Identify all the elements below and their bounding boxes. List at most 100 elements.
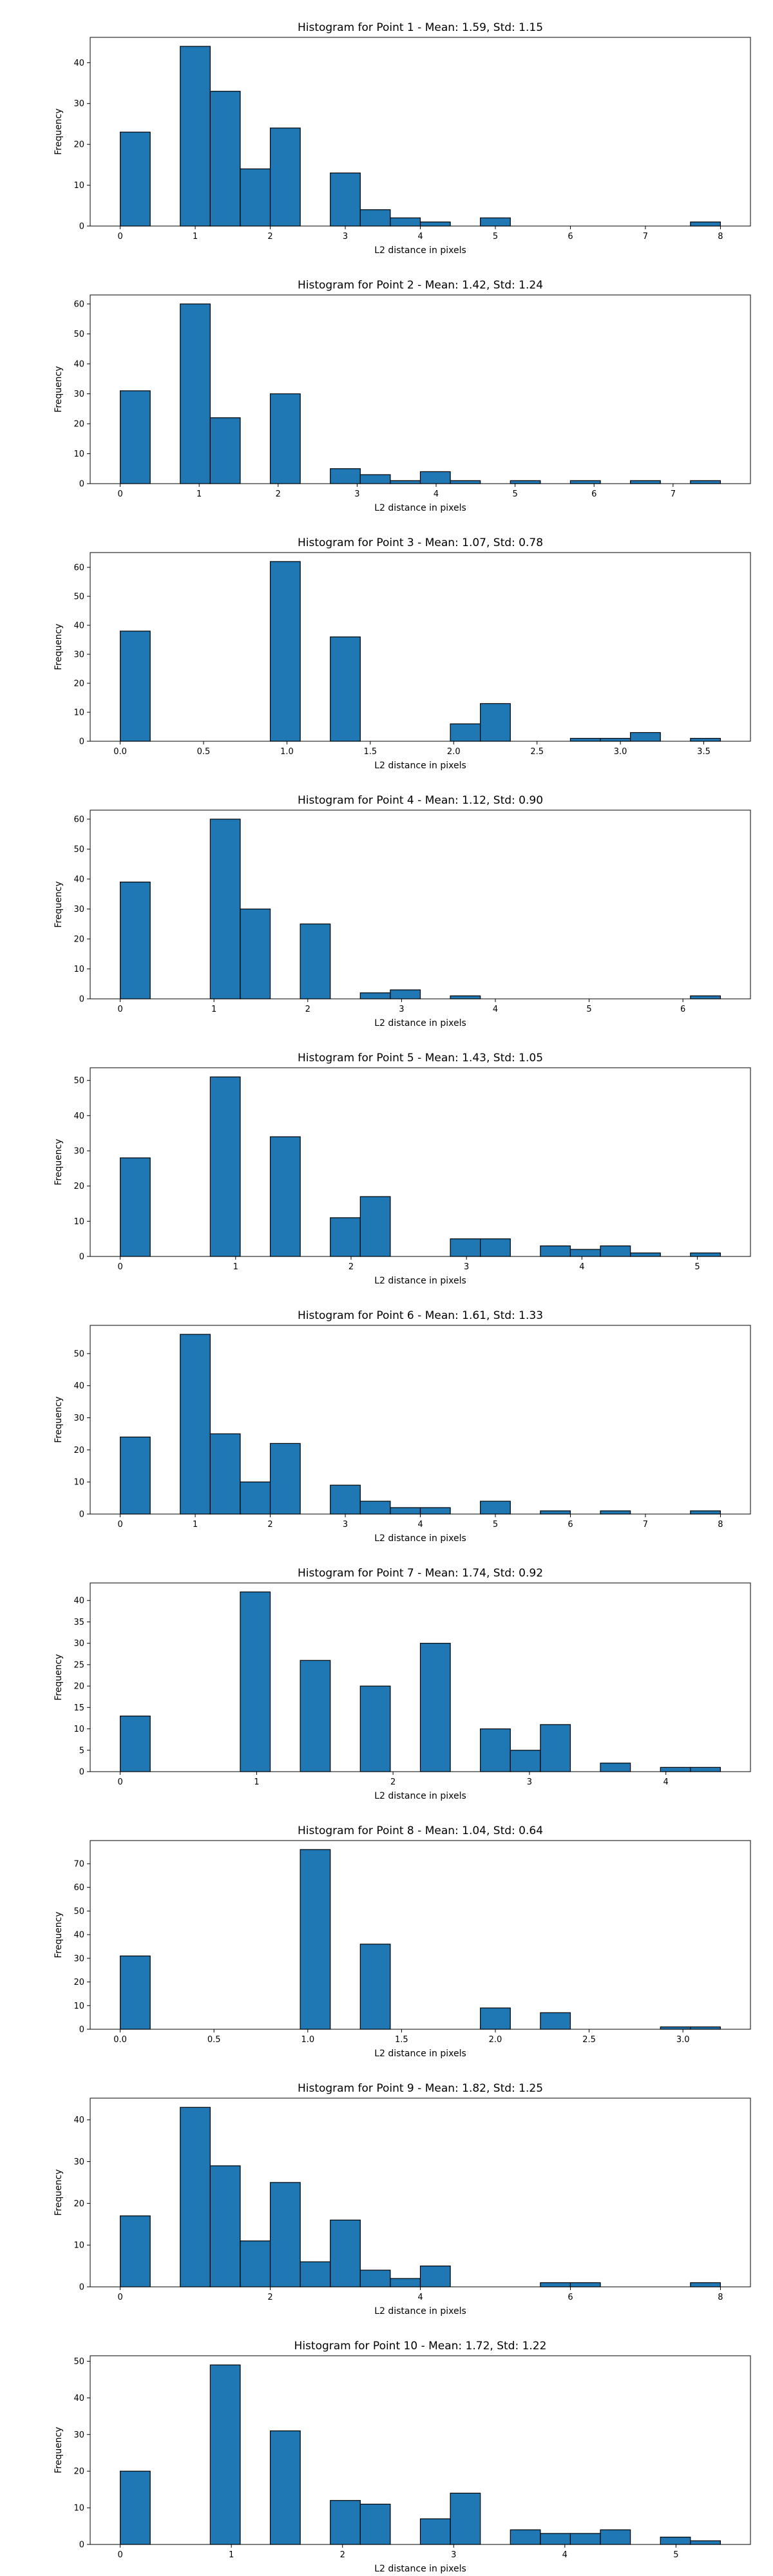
histogram-bar	[209, 417, 241, 484]
y-tick-label: 30	[73, 2157, 84, 2167]
y-tick-label: 0	[79, 222, 84, 232]
x-tick-label: 2	[340, 2550, 345, 2560]
histogram-bar	[119, 390, 151, 484]
histogram-bar	[450, 2492, 481, 2545]
histogram-bar	[419, 222, 451, 227]
y-tick-label: 20	[73, 1446, 84, 1455]
x-tick-label: 5	[493, 232, 498, 242]
histogram-bar	[119, 131, 151, 227]
plot-frame	[90, 294, 751, 484]
y-tick-label: 0	[79, 737, 84, 747]
histogram-bar	[300, 1849, 331, 2030]
histogram-bar	[540, 2012, 571, 2030]
y-tick-label: 40	[73, 1931, 84, 1940]
y-tick-label: 40	[73, 1112, 84, 1121]
y-tick-label: 5	[79, 1746, 84, 1756]
y-tick-label: 10	[73, 2241, 84, 2251]
y-tick-label: 20	[73, 1978, 84, 1987]
x-tick-label: 3.0	[676, 2035, 690, 2045]
y-tick-label: 40	[73, 2116, 84, 2125]
x-tick-label: 3.5	[697, 747, 711, 757]
histogram-bar	[330, 1484, 361, 1515]
x-tick-label: 4	[663, 1777, 669, 1787]
x-tick-label: 2	[267, 2293, 272, 2302]
y-tick-label: 0	[79, 1510, 84, 1520]
y-tick-label: 50	[73, 592, 84, 601]
y-tick-label: 20	[73, 1682, 84, 1692]
plot-frame	[90, 2355, 751, 2545]
y-tick-label: 10	[73, 965, 84, 974]
x-axis-label: L2 distance in pixels	[374, 1276, 466, 1286]
histogram-bar	[600, 1245, 631, 1257]
y-tick-label: 60	[73, 1883, 84, 1893]
histogram-bar	[119, 1955, 151, 2030]
histogram-bar	[119, 630, 151, 742]
chart-title: Histogram for Point 10 - Mean: 1.72, Std…	[294, 2340, 547, 2353]
histogram-bar	[419, 471, 451, 484]
histogram-bar	[359, 1196, 391, 1257]
histogram-bar	[359, 474, 391, 484]
histogram-bar	[540, 2282, 571, 2287]
y-axis-label: Frequency	[53, 1139, 64, 1185]
x-tick-label: 0	[117, 489, 122, 499]
x-tick-label: 3	[527, 1777, 532, 1787]
histogram-bar	[690, 737, 721, 742]
x-tick-label: 4	[579, 1262, 584, 1272]
chart-title: Histogram for Point 1 - Mean: 1.59, Std:…	[298, 21, 543, 34]
y-tick-label: 30	[73, 905, 84, 914]
histogram-bar	[660, 2537, 691, 2545]
histogram-bar	[240, 168, 271, 227]
x-tick-label: 3.0	[614, 747, 627, 757]
x-tick-label: 3	[343, 232, 348, 242]
histogram-bar	[510, 1750, 541, 1772]
y-axis-label: Frequency	[53, 366, 64, 412]
histogram-bar	[630, 1252, 661, 1257]
x-tick-label: 8	[718, 2293, 723, 2302]
x-axis-label: L2 distance in pixels	[374, 2306, 466, 2316]
y-tick-label: 20	[73, 1182, 84, 1191]
x-tick-label: 7	[643, 1520, 648, 1530]
chart-title: Histogram for Point 6 - Mean: 1.61, Std:…	[298, 1309, 543, 1322]
histogram-bar	[630, 732, 661, 742]
histogram-bar	[300, 1660, 331, 1772]
histogram-bar	[240, 2240, 271, 2287]
x-axis-label: L2 distance in pixels	[374, 1533, 466, 1544]
histogram-bar	[390, 989, 421, 999]
y-tick-label: 0	[79, 2283, 84, 2293]
y-tick-label: 40	[73, 59, 84, 68]
x-tick-label: 0	[117, 2293, 122, 2302]
y-tick-label: 35	[73, 1618, 84, 1627]
chart-panel: Histogram for Point 6 - Mean: 1.61, Std:…	[53, 1309, 751, 1544]
histogram-bar	[600, 1763, 631, 1772]
histogram-bar	[119, 2215, 151, 2287]
y-tick-label: 40	[73, 2394, 84, 2403]
y-tick-label: 20	[73, 2199, 84, 2209]
x-tick-label: 2.0	[489, 2035, 502, 2045]
y-tick-label: 30	[73, 650, 84, 659]
x-tick-label: 4	[417, 1520, 423, 1530]
histogram-bar	[510, 2529, 541, 2545]
x-tick-label: 0	[117, 1262, 122, 1272]
y-tick-label: 10	[73, 450, 84, 459]
x-tick-label: 0	[117, 1520, 122, 1530]
histogram-bar	[209, 2165, 241, 2287]
x-tick-label: 7	[643, 232, 648, 242]
histogram-bar	[119, 1716, 151, 1772]
histogram-bar	[690, 1766, 721, 1772]
x-tick-label: 5	[586, 1005, 591, 1014]
x-tick-label: 5	[493, 1520, 498, 1530]
y-tick-label: 40	[73, 359, 84, 369]
x-tick-label: 1	[229, 2550, 234, 2560]
x-tick-label: 2	[390, 1777, 396, 1787]
histogram-bar	[180, 303, 211, 484]
y-tick-label: 10	[73, 708, 84, 717]
histogram-bar	[119, 2470, 151, 2545]
x-tick-label: 2	[276, 489, 281, 499]
histogram-bar	[119, 1436, 151, 1515]
histogram-bar	[330, 2500, 361, 2545]
histogram-bar	[600, 1510, 631, 1515]
x-tick-label: 0	[117, 1005, 122, 1014]
chart-title: Histogram for Point 2 - Mean: 1.42, Std:…	[298, 279, 543, 292]
histogram-bar	[600, 737, 631, 742]
